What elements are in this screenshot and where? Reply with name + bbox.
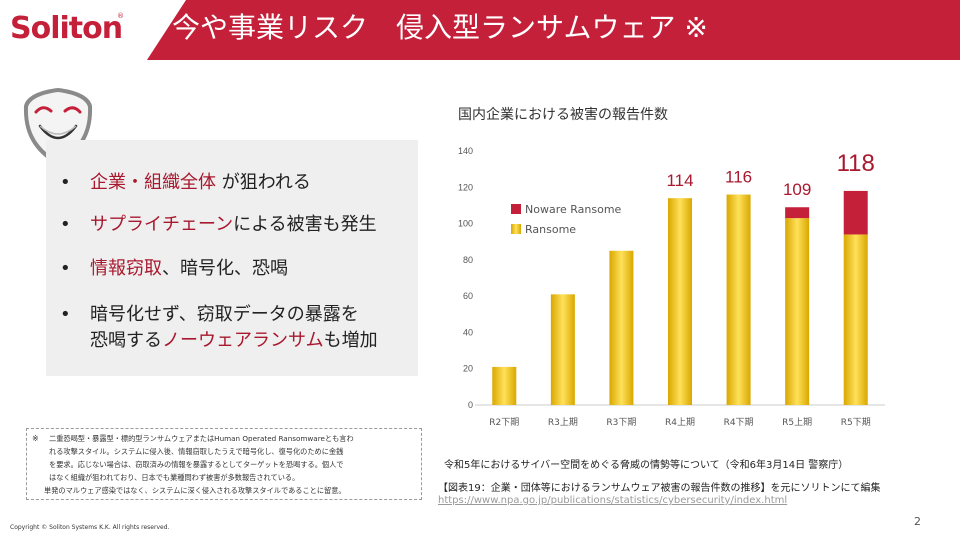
y-tick-label: 0: [468, 400, 473, 410]
logo-registered-mark: ®: [117, 12, 124, 20]
y-tick-label: 20: [463, 364, 473, 374]
bullet-highlight-text: ノーウェアランサム: [162, 330, 324, 351]
bullet-text: 恐喝する: [90, 330, 162, 351]
x-tick-label: R5上期: [782, 417, 812, 428]
bullet-highlight-text: サプライチェーン: [90, 214, 234, 235]
x-tick-label: R5下期: [841, 417, 871, 428]
bullet-text: が狙われる: [216, 172, 311, 193]
bullet-symbol: •: [60, 304, 71, 325]
bullet-item: • サプライチェーンによる被害も発生: [60, 212, 377, 238]
y-tick-label: 80: [463, 255, 473, 265]
x-tick-label: R3上期: [548, 417, 578, 428]
data-label-total: 118: [837, 150, 875, 177]
bullet-text: 暗号化せず、窃取データの暴露を: [90, 304, 359, 325]
bar-ransome: [550, 294, 575, 405]
bullet-item: • 企業・組織全体 が狙われる: [60, 170, 311, 196]
bullet-item: • 暗号化せず、窃取データの暴露を: [60, 302, 359, 328]
data-label-total: 114: [666, 171, 693, 190]
x-tick-label: R4上期: [665, 417, 695, 428]
bar-ransome: [726, 194, 751, 405]
bullet-highlight-text: 情報窃取: [90, 258, 162, 279]
page-number: 2: [914, 515, 921, 528]
y-tick-label: 140: [458, 146, 473, 156]
y-tick-label: 120: [458, 182, 473, 192]
slide-title: 今や事業リスク 侵入型ランサムウェア ※: [172, 11, 708, 44]
footnote-mark: ※: [32, 434, 39, 443]
bar-ransome: [668, 198, 692, 405]
bullet-text: 、暗号化、恐喝: [162, 258, 288, 279]
legend-label: Noware Ransome: [525, 203, 622, 216]
x-tick-label: R3下期: [606, 417, 636, 428]
y-tick-label: 100: [458, 219, 473, 229]
chart-title: 国内企業における被害の報告件数: [458, 107, 668, 123]
bar-chart: 0 20 40 60 80 100 120 140 R2下期 R3上期 R3下期 R4上期 R4下期 R…: [458, 146, 885, 428]
footnote-box: [26, 428, 422, 500]
footnote-line: れる攻撃スタイル。システムに侵入後、情報窃取したうえで暗号化し、復号化のために金…: [49, 447, 344, 456]
legend-label: Ransome: [525, 223, 576, 236]
bullet-item: • 情報窃取、暗号化、恐喝: [60, 256, 288, 282]
footnote-line: はなく組織が狙われており、日本でも業種問わず被害が多数報告されている。: [49, 473, 300, 482]
bullet-symbol: •: [60, 258, 71, 279]
bullet-symbol: •: [60, 172, 71, 193]
footnote-line: 単発のマルウェア感染ではなく、システムに深く侵入される攻撃スタイルであることに留…: [44, 486, 346, 495]
bar-ransome: [843, 234, 868, 405]
bullet-symbol: •: [60, 214, 71, 235]
legend-swatch: [511, 224, 521, 234]
bullet-text: による被害も発生: [233, 214, 377, 235]
y-tick-label: 40: [463, 327, 473, 337]
bullet-text: も増加: [323, 330, 378, 351]
source-link[interactable]: https://www.npa.go.jp/publications/stati…: [438, 495, 788, 506]
soliton-logo: Soliton: [10, 11, 123, 46]
copyright-text: Copyright © Soliton Systems K.K. All rig…: [10, 524, 170, 531]
bar-noware-ransome: [785, 207, 810, 219]
footnote-line: 二重恐喝型・暴露型・標的型ランサムウェアまたはHuman Operated Ra…: [49, 434, 354, 443]
bar-ransome: [492, 366, 517, 405]
bar-ransome: [785, 218, 810, 405]
legend-swatch: [511, 204, 521, 214]
footnote-line: を要求。応じない場合は、窃取済みの情報を暴露するとしてターゲットを恐喝する。個人…: [49, 460, 344, 469]
bar-ransome: [609, 250, 634, 405]
bullet-highlight-text: 企業・組織全体: [90, 172, 216, 193]
data-label-total: 109: [783, 180, 811, 199]
source-note: 【図表19：企業・団体等におけるランサムウェア被害の報告件数の推移】を元にソリト…: [438, 483, 881, 494]
x-tick-label: R4下期: [724, 417, 754, 428]
bullet-item: 恐喝するノーウェアランサムも増加: [60, 328, 378, 354]
x-tick-label: R2下期: [489, 417, 519, 428]
source-citation: 令和5年におけるサイバー空間をめぐる脅威の情勢等について（令和6年3月14日 警…: [444, 460, 849, 471]
data-label-total: 116: [725, 168, 752, 187]
bar-noware-ransome: [843, 190, 868, 235]
y-tick-label: 60: [463, 291, 473, 301]
bullet-panel: [46, 140, 418, 376]
